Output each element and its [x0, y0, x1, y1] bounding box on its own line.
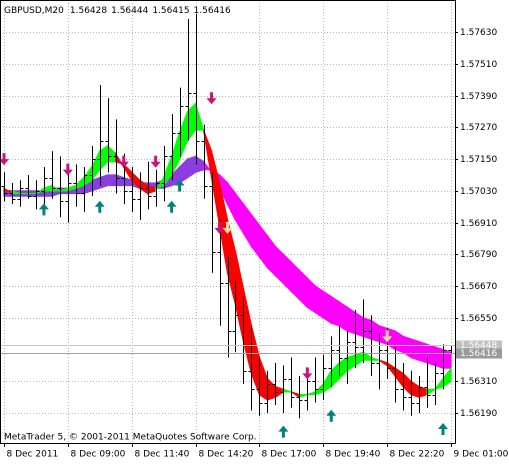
- y-tick-label: 1.56910: [460, 219, 497, 229]
- x-tick-label: 8 Dec 14:20: [199, 450, 254, 460]
- x-tick-label: 8 Dec 22:20: [390, 450, 445, 460]
- ribbon-segment: [314, 284, 324, 319]
- ribbon-segment: [322, 290, 332, 325]
- ask-label: 1.56448: [460, 341, 497, 351]
- y-tick-label: 1.56790: [460, 250, 497, 260]
- ribbon-segment: [11, 190, 21, 195]
- x-tick-label: 8 Dec 11:40: [135, 450, 190, 460]
- x-tick-label: 8 Dec 17:00: [262, 450, 317, 460]
- x-tick-label: 8 Dec 09:00: [71, 450, 126, 460]
- ribbon-segment: [362, 317, 372, 340]
- ribbon-segment: [410, 338, 420, 362]
- symbol: GBPUSD,M20: [4, 6, 64, 16]
- y-tick-label: 1.57630: [460, 28, 497, 38]
- ribbon-segment: [426, 343, 436, 367]
- y-tick-label: 1.56190: [460, 409, 497, 419]
- signal-arrow: [222, 221, 233, 234]
- signal-arrow: [174, 179, 185, 192]
- signal-arrow: [302, 367, 313, 380]
- bid-label: 1.56416: [460, 349, 497, 359]
- ribbon-segment: [338, 300, 348, 333]
- chart-title: GBPUSD,M20 1.56428 1.56444 1.56415 1.56416: [4, 6, 231, 16]
- signal-arrow: [150, 155, 161, 168]
- x-tick-label: 9 Dec 01:00: [454, 450, 509, 460]
- y-tick-label: 1.57390: [460, 92, 497, 102]
- ribbon-segment: [434, 346, 444, 369]
- x-tick-label: 8 Dec 19:40: [326, 450, 381, 460]
- signal-arrow: [118, 155, 129, 168]
- ribbon-segment: [442, 348, 452, 369]
- signal-arrow: [38, 203, 49, 216]
- bid-box: [456, 348, 502, 359]
- low: 1.56415: [152, 6, 189, 16]
- footer: MetaTrader 5, © 2001-2011 MetaQuotes Sof…: [4, 433, 257, 443]
- y-tick-label: 1.56550: [460, 314, 497, 324]
- ribbon-segment: [107, 174, 117, 187]
- high: 1.56444: [111, 6, 148, 16]
- signal-arrow: [206, 92, 217, 105]
- signal-arrow: [214, 221, 225, 234]
- open: 1.56428: [70, 6, 107, 16]
- plot: [0, 13, 455, 438]
- x-tick-label: 8 Dec 2011: [7, 450, 59, 460]
- signal-arrow: [438, 422, 449, 435]
- y-tick-label: 1.57270: [460, 123, 497, 133]
- ribbon-segment: [51, 184, 62, 192]
- ribbon-segment: [418, 340, 428, 364]
- signal-arrow: [278, 425, 289, 438]
- signal-arrow: [382, 330, 393, 343]
- ribbon-segment: [346, 306, 356, 335]
- y-tick-label: 1.57030: [460, 187, 497, 197]
- signal-arrow: [62, 163, 73, 176]
- y-tick-label: 1.57150: [460, 155, 497, 165]
- close: 1.56416: [194, 6, 231, 16]
- ribbon-segment: [330, 295, 340, 327]
- y-tick-label: 1.56310: [460, 377, 497, 387]
- ribbon-segment: [194, 103, 205, 131]
- signal-arrow: [0, 153, 9, 166]
- signal-arrow: [94, 200, 105, 213]
- ask-box: [456, 340, 502, 351]
- signal-arrow: [166, 200, 177, 213]
- y-tick-label: 1.56670: [460, 282, 497, 292]
- y-tick-label: 1.57510: [460, 60, 497, 70]
- signal-arrow: [326, 409, 337, 422]
